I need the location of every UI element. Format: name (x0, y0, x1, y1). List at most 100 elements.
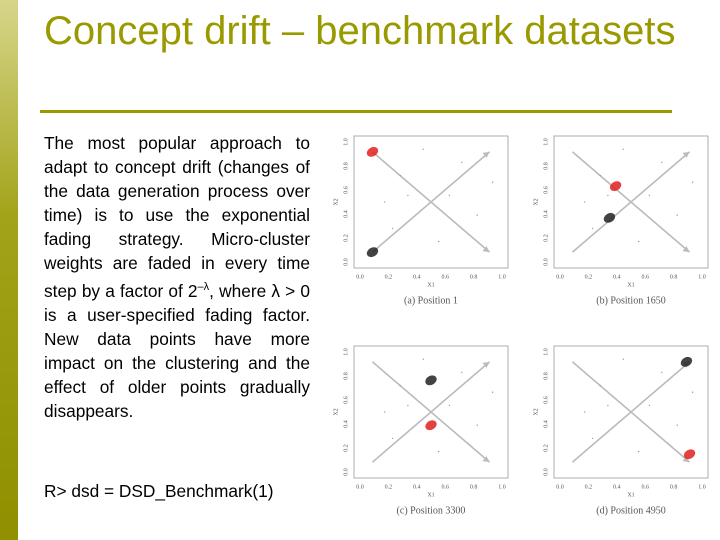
noise-point (661, 161, 663, 164)
y-tick-label: 1.0 (343, 138, 349, 146)
paragraph: The most popular approach to adapt to co… (44, 131, 310, 423)
y-tick-label: 0.0 (543, 468, 549, 476)
y-tick-label: 0.6 (343, 396, 349, 404)
y-tick-label: 1.0 (343, 348, 349, 356)
y-axis-label: X2 (533, 408, 539, 415)
x-tick-label: 0.4 (613, 274, 621, 280)
y-tick-label: 0.0 (343, 258, 349, 266)
noise-point (476, 424, 478, 426)
noise-point (448, 404, 451, 407)
arrow-head (682, 151, 690, 158)
y-tick-label: 0.8 (343, 372, 349, 380)
noise-point (622, 148, 624, 150)
arrow-head (482, 246, 490, 253)
x-tick-label: 0.6 (641, 274, 649, 280)
noise-point (584, 411, 586, 413)
noise-point (448, 194, 451, 197)
y-tick-label: 1.0 (543, 348, 549, 356)
noise-point (384, 411, 386, 413)
noise-point (438, 450, 440, 453)
noise-point (599, 384, 601, 387)
caption: (b) Position 1650 (596, 295, 665, 306)
noise-point (638, 450, 640, 453)
x-axis-label: X1 (427, 282, 434, 288)
x-axis-label: X1 (627, 492, 634, 498)
noise-point (384, 201, 386, 203)
x-tick-label: 0.8 (470, 274, 478, 280)
y-tick-label: 0.6 (343, 186, 349, 194)
noise-point (591, 437, 594, 440)
side-bar (0, 0, 18, 540)
x-tick-label: 0.0 (356, 484, 364, 490)
arrow-head (482, 361, 490, 368)
y-tick-label: 0.2 (343, 444, 349, 452)
caption: (a) Position 1 (404, 295, 458, 306)
x-tick-label: 1.0 (698, 484, 706, 490)
x-tick-label: 1.0 (498, 274, 506, 280)
x-tick-label: 0.4 (613, 484, 621, 490)
noise-point (591, 227, 594, 230)
noise-point (691, 391, 694, 393)
noise-point (422, 148, 424, 150)
plot-box (553, 135, 709, 269)
x-tick-label: 0.2 (385, 484, 393, 490)
y-tick-label: 0.8 (543, 372, 549, 380)
y-tick-label: 0.2 (343, 234, 349, 242)
plot-box (353, 345, 509, 479)
noise-point (607, 194, 609, 197)
y-tick-label: 0.6 (543, 396, 549, 404)
x-axis-label: X1 (627, 282, 634, 288)
text: The most popular approach to adapt to co… (44, 133, 310, 301)
drift-arrow (571, 361, 691, 463)
arrow-head (482, 456, 490, 463)
y-tick-label: 0.4 (343, 420, 349, 428)
y-tick-label: 0.4 (343, 210, 349, 218)
noise-point (584, 201, 586, 203)
y-tick-label: 0.6 (543, 186, 549, 194)
caption: (d) Position 4950 (596, 505, 665, 516)
caption: (c) Position 3300 (397, 505, 466, 516)
x-tick-label: 0.0 (556, 484, 564, 490)
x-tick-label: 0.8 (670, 484, 678, 490)
y-axis-label: X2 (333, 198, 339, 205)
x-tick-label: 0.6 (441, 274, 449, 280)
noise-point (491, 391, 494, 393)
cluster (425, 375, 437, 386)
y-axis-label: X2 (333, 408, 339, 415)
noise-point (676, 424, 678, 426)
x-tick-label: 0.0 (356, 274, 364, 280)
noise-point (399, 384, 401, 387)
x-tick-label: 0.4 (413, 484, 421, 490)
title: Concept drift – benchmark datasets (44, 9, 676, 53)
noise-point (607, 404, 609, 407)
noise-point (691, 181, 694, 183)
y-tick-label: 0.4 (543, 420, 549, 428)
noise-point (391, 227, 394, 230)
arrow-head (482, 151, 490, 158)
noise-point (422, 358, 424, 360)
noise-point (491, 181, 494, 183)
x-tick-label: 0.0 (556, 274, 564, 280)
y-tick-label: 0.8 (343, 162, 349, 170)
arrow-head (682, 246, 690, 253)
noise-point (638, 240, 640, 243)
x-tick-label: 0.8 (670, 274, 678, 280)
noise-point (661, 371, 663, 374)
x-tick-label: 0.6 (641, 484, 649, 490)
text: , where λ > 0 is a user-specified fading… (44, 280, 310, 421)
superscript: –λ (197, 281, 210, 293)
noise-point (461, 161, 463, 164)
plot-box (553, 345, 709, 479)
cluster (603, 212, 616, 223)
noise-point (407, 404, 409, 407)
y-tick-label: 0.0 (543, 258, 549, 266)
x-tick-label: 0.6 (441, 484, 449, 490)
noise-point (599, 174, 601, 177)
y-tick-label: 0.4 (543, 210, 549, 218)
noise-point (648, 404, 651, 407)
y-tick-label: 0.2 (543, 234, 549, 242)
noise-point (676, 214, 678, 216)
drift-arrow (571, 151, 691, 253)
